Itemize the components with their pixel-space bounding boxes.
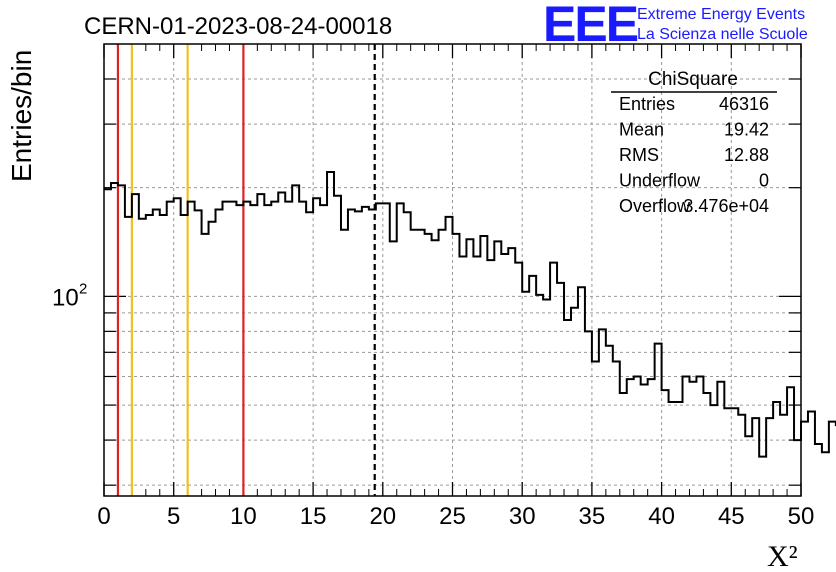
eee-logo: EEE Extreme Energy Events La Scienza nel…	[543, 0, 808, 52]
stats-row-value: 46316	[719, 94, 769, 114]
stats-row-label: RMS	[619, 145, 659, 165]
x-tick-label: 45	[718, 503, 745, 530]
y-tick-label-exponent: 2	[79, 280, 87, 297]
x-tick-label: 10	[230, 503, 257, 530]
marker-lines	[116, 44, 376, 496]
chart-title: CERN-01-2023-08-24-00018	[84, 13, 392, 40]
plot-frame	[103, 43, 802, 497]
stats-row-value: 3.476e+04	[683, 196, 769, 216]
x-tick-labels: 0 5 10 15 20 25 30 35 40 45 50	[97, 503, 814, 530]
y-tick-labels: 10 2	[52, 280, 87, 311]
stats-row-label: Underflow	[619, 171, 701, 191]
stats-row-label: Mean	[619, 120, 664, 140]
x-tick-label: 30	[509, 503, 536, 530]
x-tick-label: 35	[579, 503, 606, 530]
stats-rows: Entries 46316 Mean 19.42 RMS 12.88 Underflow 0 O…	[619, 94, 769, 216]
stats-row-value: 19.42	[724, 120, 769, 140]
eee-logo-line1: Extreme Energy Events	[637, 6, 805, 23]
stats-row-value: 0	[759, 171, 769, 191]
y-tick-label-base: 10	[52, 284, 79, 311]
grid-layer	[104, 44, 801, 496]
stats-row-label: Overflow	[619, 196, 691, 216]
y-axis-label: Entries/bin	[6, 50, 37, 182]
x-tick-label: 5	[167, 503, 180, 530]
x-tick-label: 0	[97, 503, 110, 530]
x-tick-label: 15	[300, 503, 327, 530]
x-tick-label: 25	[439, 503, 466, 530]
stats-row-label: Entries	[619, 94, 675, 114]
eee-logo-mark: EEE	[543, 0, 638, 52]
x-tick-label: 40	[648, 503, 675, 530]
stats-box-title: ChiSquare	[648, 69, 738, 90]
stats-box: ChiSquare Entries 46316 Mean 19.42 RMS 12.88 U…	[611, 69, 777, 216]
x-axis-label: X²	[767, 540, 798, 572]
x-tick-label: 20	[369, 503, 396, 530]
eee-logo-line2: La Scienza nelle Scuole	[637, 26, 808, 43]
histogram-step-line	[104, 171, 836, 458]
stats-row-value: 12.88	[724, 145, 769, 165]
x-tick-label: 50	[788, 503, 815, 530]
